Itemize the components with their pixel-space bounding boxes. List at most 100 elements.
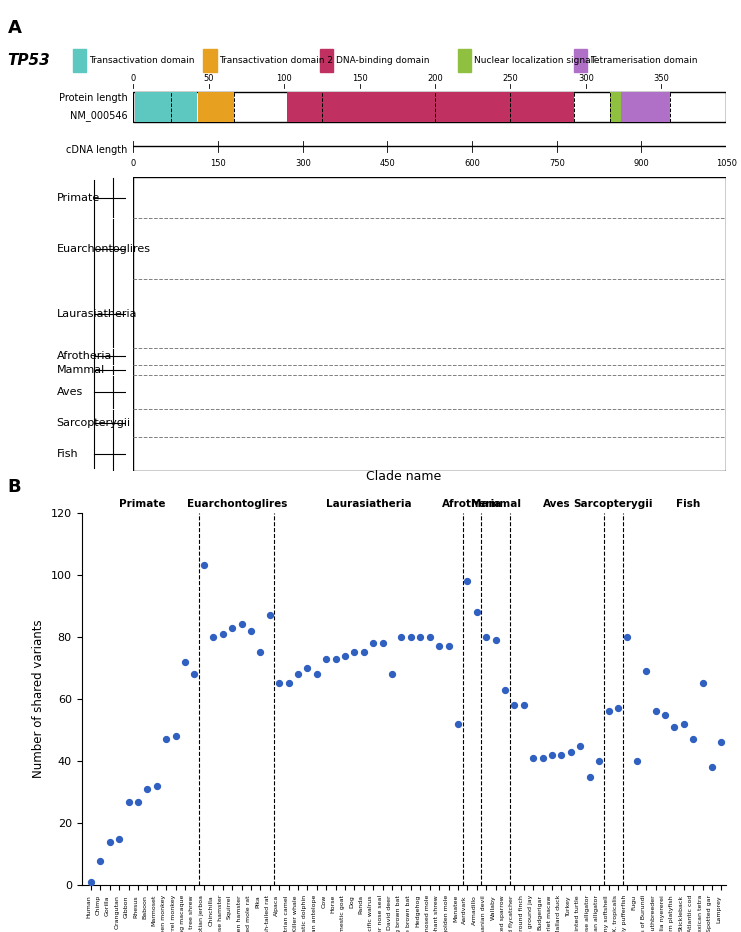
Point [170, 729, 182, 744]
Bar [319, 49, 333, 72]
Point [471, 605, 482, 620]
Bar [458, 49, 471, 72]
Text: Euarchontoglires: Euarchontoglires [57, 244, 150, 254]
Text: Aves: Aves [57, 387, 83, 397]
Point [151, 778, 163, 793]
Point [414, 629, 426, 644]
Point [386, 666, 398, 681]
Text: Primate: Primate [119, 500, 166, 510]
Point [273, 676, 285, 691]
Bar [199, 91, 234, 122]
Point [697, 676, 708, 691]
Text: Primate: Primate [57, 193, 100, 202]
Text: Afrotheria: Afrotheria [442, 500, 502, 510]
Text: 1050: 1050 [716, 159, 737, 169]
Bar [135, 91, 196, 122]
Point [358, 645, 370, 660]
Point [245, 624, 257, 638]
Point [462, 573, 473, 588]
Text: Laurasiatheria: Laurasiatheria [57, 308, 137, 319]
Point [574, 738, 586, 753]
Bar [133, 91, 726, 122]
Point [433, 638, 445, 653]
Point [236, 617, 247, 632]
Bar [610, 91, 624, 122]
Text: 0: 0 [130, 159, 136, 169]
Point [132, 794, 144, 809]
Point [226, 620, 238, 635]
Text: Transactivation domain: Transactivation domain [89, 56, 194, 65]
Text: 750: 750 [549, 159, 565, 169]
Point [688, 732, 700, 747]
Point [264, 608, 276, 623]
Point [480, 629, 492, 644]
Text: A: A [7, 19, 21, 37]
Text: 300: 300 [295, 159, 310, 169]
Point [330, 651, 342, 666]
Text: Mammal: Mammal [471, 500, 521, 510]
Text: 900: 900 [634, 159, 649, 169]
Text: Protein length: Protein length [59, 93, 127, 103]
Point [716, 735, 728, 750]
Text: Fish: Fish [677, 500, 701, 510]
Point [339, 648, 351, 663]
Point [179, 654, 191, 669]
Point [188, 666, 200, 681]
Point [376, 636, 388, 651]
Point [160, 732, 172, 747]
Point [706, 760, 718, 774]
Point [142, 782, 153, 797]
Point [622, 629, 634, 644]
Point [368, 636, 379, 651]
Y-axis label: Number of shared variants: Number of shared variants [32, 620, 45, 778]
Text: 150: 150 [210, 159, 226, 169]
Bar [288, 91, 574, 122]
Point [631, 754, 642, 769]
Text: B: B [7, 478, 21, 496]
Text: 200: 200 [427, 74, 443, 83]
Text: Fish: Fish [57, 448, 79, 459]
Point [292, 666, 304, 681]
Point [254, 645, 266, 660]
Point [396, 629, 408, 644]
Text: Transactivation domain 2: Transactivation domain 2 [219, 56, 333, 65]
Text: Nuclear localization signal: Nuclear localization signal [473, 56, 593, 65]
Text: cDNA length: cDNA length [66, 145, 127, 155]
Text: 300: 300 [578, 74, 594, 83]
Point [546, 747, 558, 762]
Text: 350: 350 [654, 74, 669, 83]
Point [113, 831, 125, 846]
Point [556, 747, 568, 762]
Point [536, 750, 548, 765]
Point [584, 769, 596, 784]
Point [650, 704, 662, 719]
Text: Sarcopterygii: Sarcopterygii [57, 418, 131, 428]
Bar [204, 49, 216, 72]
Point [85, 875, 97, 890]
Text: Euarchontoglires: Euarchontoglires [187, 500, 287, 510]
Point [348, 645, 360, 660]
Point [217, 626, 229, 641]
Text: Clade name: Clade name [366, 470, 442, 483]
Bar [621, 91, 671, 122]
Text: Laurasiatheria: Laurasiatheria [326, 500, 411, 510]
Text: Afrotheria: Afrotheria [57, 351, 112, 362]
Text: 50: 50 [204, 74, 214, 83]
Point [508, 698, 520, 713]
Point [282, 676, 294, 691]
Point [302, 661, 313, 676]
Point [311, 666, 323, 681]
Point [659, 707, 671, 722]
Text: Sarcopterygii: Sarcopterygii [574, 500, 653, 510]
Point [565, 745, 576, 760]
Bar [73, 49, 86, 72]
Text: 600: 600 [464, 159, 480, 169]
Text: 150: 150 [352, 74, 368, 83]
Point [452, 717, 464, 732]
Bar [574, 49, 587, 72]
Point [499, 682, 511, 697]
Point [123, 794, 135, 809]
Point [490, 633, 502, 648]
Point [612, 701, 624, 716]
Text: 0: 0 [130, 74, 136, 83]
